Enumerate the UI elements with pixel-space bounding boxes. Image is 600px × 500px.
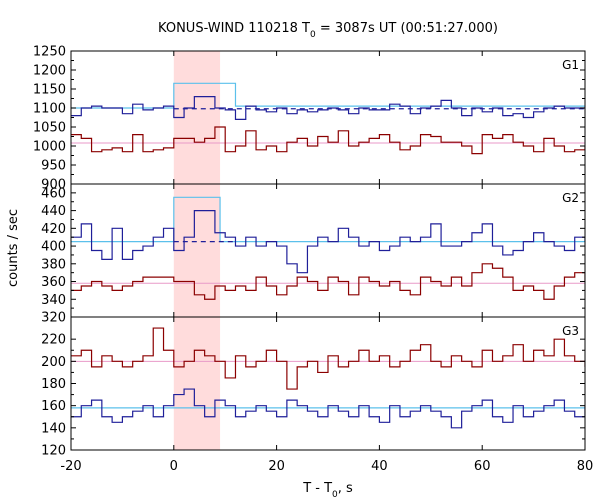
panel-g2: 320 340 360 380 400 420 440 460 G2 — [41, 183, 586, 326]
plot-area: 900950100010501100115012001250G132034036… — [33, 45, 593, 475]
x-tick-label: 20 — [268, 459, 285, 474]
panel-label-g3: G3 — [562, 324, 579, 338]
y-tick-label: 1200 — [33, 64, 66, 79]
y-tick-label: 380 — [41, 257, 66, 272]
x-tick-label: 60 — [474, 459, 491, 474]
y-tick-label: 220 — [41, 333, 66, 348]
y-tick-label: 160 — [41, 399, 66, 414]
y-tick-label: 950 — [41, 159, 66, 174]
y-tick-label: 320 — [41, 311, 66, 326]
y-tick-label: 180 — [41, 377, 66, 392]
panel-frame-g1 — [70, 50, 586, 185]
chart-title-subscript: 0 — [310, 30, 316, 40]
x-axis-label-rest: , s — [338, 481, 353, 496]
y-tick-label: 140 — [41, 421, 66, 436]
series-blue-g1 — [71, 96, 585, 120]
fit-line-g1-0 — [71, 82, 585, 109]
panel-g1: 900 950 1000 1050 1100 1150 1200 1250 G1 — [33, 45, 586, 193]
y-tick-label: 1150 — [33, 83, 66, 98]
panel-g3: 120 140 160 180 200 220 G3 — [41, 316, 586, 459]
series-red-g1 — [71, 126, 585, 155]
y-tick-label: 1250 — [33, 45, 66, 60]
x-tick-label: 80 — [577, 459, 594, 474]
chart-title: KONUS-WIND 110218 T0 = 3087s UT (00:51:2… — [158, 21, 498, 40]
series-red-g2 — [71, 263, 585, 300]
y-tick-label: 440 — [41, 204, 66, 219]
x-axis-label: T - T0, s — [302, 481, 353, 500]
panel-label-g2: G2 — [562, 191, 579, 205]
y-tick-label: 420 — [41, 222, 66, 237]
y-tick-label: 400 — [41, 240, 66, 255]
x-tick-label: -20 — [60, 459, 81, 474]
series-blue-g3 — [71, 388, 585, 429]
y-tick-label: 1000 — [33, 140, 66, 155]
x-tick-label: 40 — [371, 459, 388, 474]
y-tick-label: 1050 — [33, 121, 66, 136]
x-axis-label-main: T - T — [302, 481, 332, 496]
series-blue-g2 — [71, 210, 585, 274]
fit-line-g2-0 — [71, 196, 585, 243]
chart-title-rest: = 3087s UT (00:51:27.000) — [316, 21, 498, 36]
panel-frame-g2 — [70, 183, 586, 318]
panel-label-g1: G1 — [562, 58, 579, 72]
x-tick-label: 0 — [170, 459, 178, 474]
y-tick-label: 460 — [41, 186, 66, 201]
y-tick-label: 1100 — [33, 102, 66, 117]
y-axis-label: counts / sec — [6, 209, 21, 287]
y-tick-label: 900 — [41, 178, 66, 193]
y-tick-label: 360 — [41, 275, 66, 290]
y-tick-label: 200 — [41, 355, 66, 370]
chart-title-main: KONUS-WIND 110218 T — [158, 21, 310, 36]
y-tick-label: 340 — [41, 293, 66, 308]
y-tick-label: 120 — [41, 444, 66, 459]
series-red-g3 — [71, 327, 585, 390]
panel-frame-g3 — [70, 316, 586, 451]
x-axis-label-subscript: 0 — [332, 490, 338, 500]
